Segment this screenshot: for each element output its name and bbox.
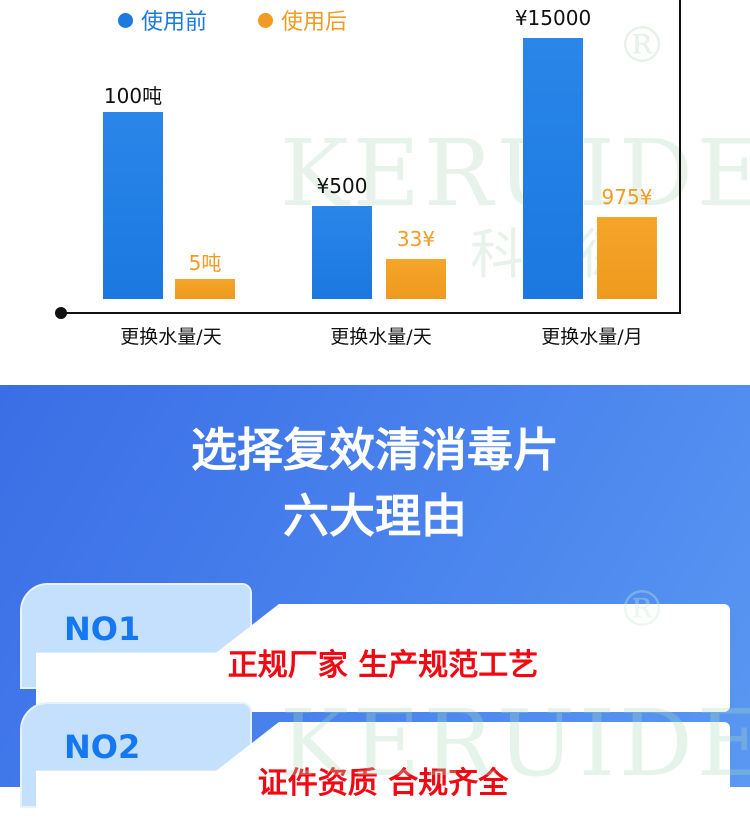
legend-before: 使用前 bbox=[118, 4, 207, 36]
legend-dot-blue bbox=[118, 12, 133, 28]
category-label: 更换水量/天 bbox=[120, 326, 222, 348]
legend-label: 使用前 bbox=[141, 10, 208, 35]
legend-dot-orange bbox=[258, 12, 273, 28]
bar-before bbox=[523, 38, 583, 299]
right-axis bbox=[679, 0, 681, 314]
data-label: 33¥ bbox=[396, 227, 436, 251]
watermark-logo: KERUIDE bbox=[280, 690, 750, 797]
data-label: ¥500 bbox=[316, 174, 368, 198]
category-label: 更换水量/月 bbox=[541, 326, 643, 348]
data-label: 975¥ bbox=[601, 185, 653, 209]
bar-after bbox=[386, 259, 446, 299]
data-label: 100吨 bbox=[103, 84, 163, 108]
axis-dot bbox=[55, 307, 67, 319]
bar-before bbox=[312, 206, 372, 299]
legend-after: 使用后 bbox=[258, 4, 347, 36]
x-axis bbox=[60, 312, 681, 314]
bar-after bbox=[175, 279, 235, 299]
category-label: 更换水量/天 bbox=[330, 326, 432, 348]
reason-text: 正规厂家 生产规范工艺 bbox=[227, 648, 539, 683]
section-subtitle: 六大理由 bbox=[283, 489, 467, 543]
legend-label: 使用后 bbox=[281, 10, 348, 35]
data-label: 5吨 bbox=[188, 251, 222, 275]
section-title: 选择复效清消毒片 bbox=[191, 423, 559, 477]
bar-after bbox=[597, 217, 657, 299]
data-label: ¥15000 bbox=[514, 6, 592, 30]
watermark-registered: ® bbox=[617, 580, 667, 638]
watermark-registered: ® bbox=[617, 16, 667, 74]
reason-number: NO1 bbox=[64, 610, 141, 648]
reason-number: NO2 bbox=[64, 728, 141, 766]
bar-before bbox=[103, 112, 163, 299]
